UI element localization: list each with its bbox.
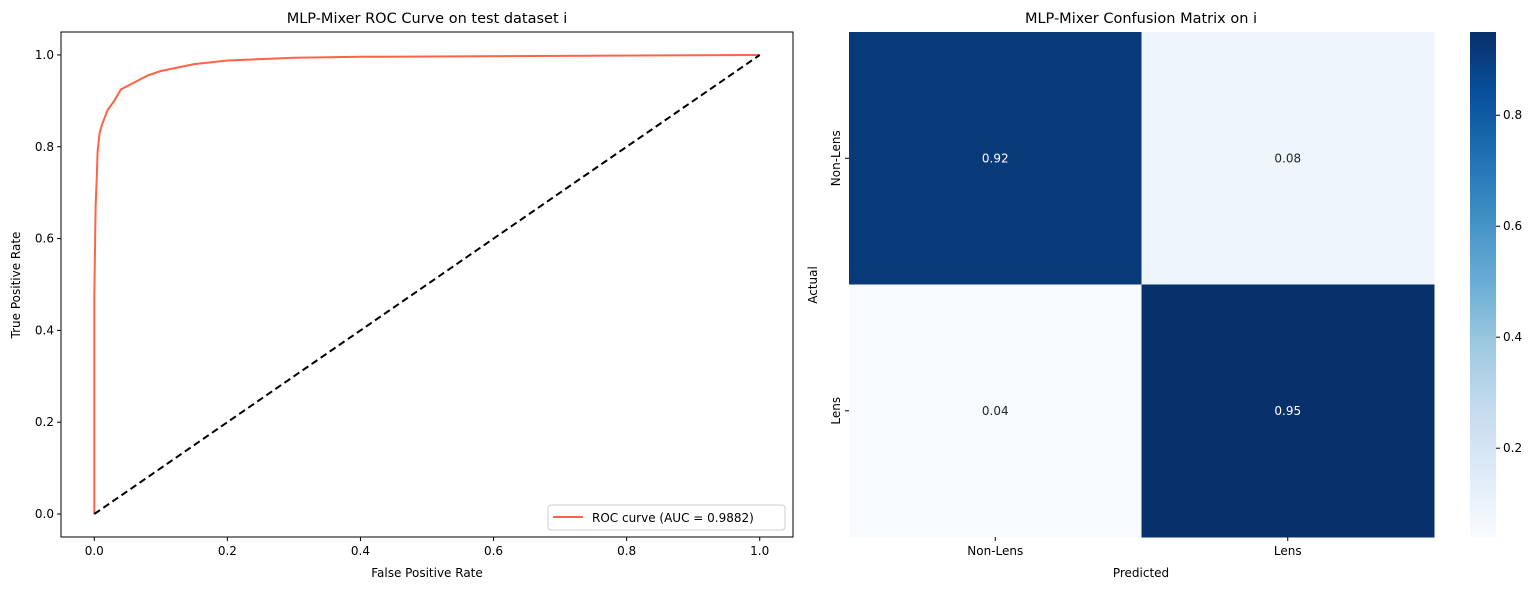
x-tick-label: 1.0 xyxy=(750,544,769,558)
colorbar-tick-label: 0.6 xyxy=(1503,219,1522,233)
roc-legend: ROC curve (AUC = 0.9882) xyxy=(547,504,786,531)
roc-title: MLP-Mixer ROC Curve on test dataset i xyxy=(287,11,568,27)
cm-cell xyxy=(849,284,1142,538)
chance-diagonal-line xyxy=(93,54,761,515)
cm-cell xyxy=(1141,284,1435,538)
cm-y-tick-label: Non-Lens xyxy=(829,130,843,186)
cm-cell xyxy=(1141,32,1435,285)
x-tick-label: 0.0 xyxy=(85,544,104,558)
roc-xlabel: False Positive Rate xyxy=(371,566,483,580)
colorbar-tick-label: 0.2 xyxy=(1503,441,1522,455)
roc-ylabel: True Positive Rate xyxy=(9,232,23,340)
cm-x-tick-label: Lens xyxy=(1274,544,1302,558)
roc-curve-line xyxy=(93,54,760,514)
cm-cell-label: 0.04 xyxy=(982,404,1009,418)
cm-y-tick-label: Lens xyxy=(829,397,843,425)
cm-heatmap: 0.92 0.08 0.04 0.95 xyxy=(849,32,1435,538)
colorbar-tick-label: 0.4 xyxy=(1503,330,1522,344)
y-tick-label: 0.0 xyxy=(35,507,54,521)
colorbar xyxy=(1470,32,1496,537)
cm-cell xyxy=(849,32,1142,285)
cm-xlabel: Predicted xyxy=(1113,566,1169,580)
y-tick-label: 0.8 xyxy=(35,140,54,154)
colorbar-tick-label: 0.8 xyxy=(1503,108,1522,122)
y-tick-label: 0.2 xyxy=(35,415,54,429)
y-tick-label: 1.0 xyxy=(35,48,54,62)
cm-ylabel: Actual xyxy=(806,266,820,304)
roc-axes-frame xyxy=(60,31,794,538)
legend-label-roc: ROC curve (AUC = 0.9882) xyxy=(592,511,754,525)
cm-x-tick-label: Non-Lens xyxy=(967,544,1023,558)
cm-cell-label: 0.92 xyxy=(982,151,1009,165)
x-tick-label: 0.2 xyxy=(218,544,237,558)
y-tick-label: 0.4 xyxy=(35,323,54,337)
cm-cell-label: 0.95 xyxy=(1274,404,1301,418)
x-tick-label: 0.8 xyxy=(617,544,636,558)
x-tick-label: 0.6 xyxy=(484,544,503,558)
x-tick-label: 0.4 xyxy=(351,544,370,558)
cm-title: MLP-Mixer Confusion Matrix on i xyxy=(1025,11,1257,27)
cm-cell-label: 0.08 xyxy=(1274,151,1301,165)
roc-plot-area xyxy=(93,54,761,515)
y-tick-label: 0.6 xyxy=(35,232,54,246)
